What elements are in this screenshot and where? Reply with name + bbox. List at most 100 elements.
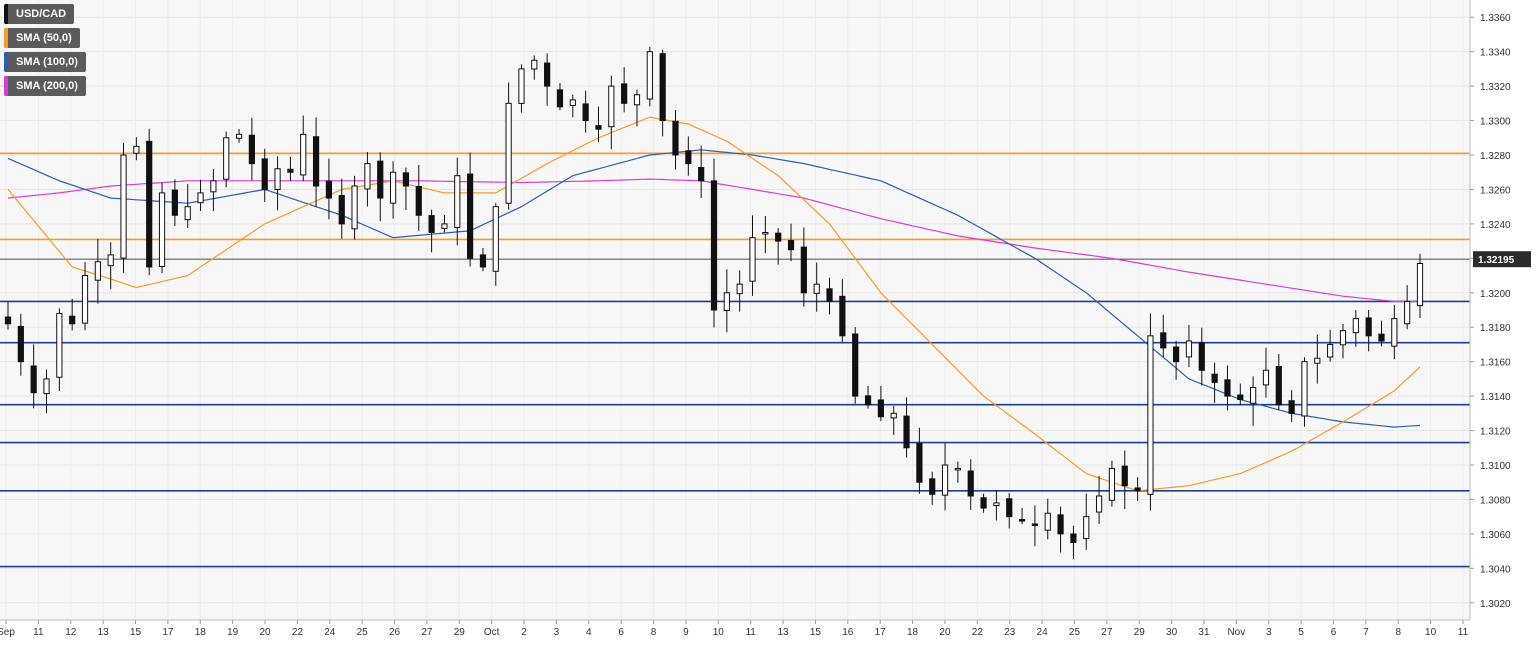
x-tick-label: 9 xyxy=(683,627,689,638)
candle-up xyxy=(1185,340,1193,358)
x-tick-label: 3 xyxy=(1266,627,1272,638)
candle-up xyxy=(133,145,140,154)
candle-down xyxy=(17,325,24,363)
x-tick-label: 13 xyxy=(98,627,110,638)
x-tick-label: 8 xyxy=(651,627,657,638)
candle-down xyxy=(544,62,551,87)
x-tick-label: 25 xyxy=(357,627,369,638)
y-tick-label: 1.3100 xyxy=(1480,461,1511,472)
candle-down xyxy=(582,103,589,122)
y-tick-label: 1.3340 xyxy=(1480,48,1511,59)
candle-up xyxy=(941,464,949,496)
legend-swatch xyxy=(4,28,8,48)
candle-down xyxy=(980,497,987,509)
candle-down xyxy=(1018,519,1026,522)
legend-item[interactable]: SMA (200,0) xyxy=(4,76,86,96)
y-tick-label: 1.3080 xyxy=(1480,495,1511,506)
candle-down xyxy=(685,150,692,165)
candle-down xyxy=(338,194,345,225)
candle-up xyxy=(1301,361,1308,417)
candle-down xyxy=(826,288,833,302)
x-tick-label: 26 xyxy=(389,627,401,638)
candle-down xyxy=(1288,400,1295,414)
x-tick-label: 17 xyxy=(162,627,174,638)
candle-up xyxy=(749,237,756,282)
legend-item[interactable]: SMA (100,0) xyxy=(4,52,86,72)
x-tick-label: 22 xyxy=(292,627,304,638)
candle-up xyxy=(1044,512,1051,531)
candle-up xyxy=(120,154,127,259)
candle-down xyxy=(467,173,474,259)
candle-down xyxy=(595,125,602,130)
candle-down xyxy=(787,240,795,251)
candle-up xyxy=(441,223,448,229)
candle-up xyxy=(1416,263,1424,307)
x-tick-label: 24 xyxy=(1037,627,1049,638)
current-price-box xyxy=(1473,251,1531,268)
candle-up xyxy=(993,502,1000,507)
y-tick-label: 1.3240 xyxy=(1480,220,1511,231)
candle-down xyxy=(415,185,422,216)
x-tick-label: 6 xyxy=(1331,627,1337,638)
x-tick-label: 24 xyxy=(324,627,336,638)
candle-up xyxy=(235,133,243,139)
candle-up xyxy=(1108,467,1116,501)
candle-down xyxy=(659,53,666,122)
legend-swatch xyxy=(4,52,8,72)
candle-down xyxy=(287,168,294,173)
legend-item[interactable]: USD/CAD xyxy=(4,4,75,24)
candle-up xyxy=(274,168,281,190)
x-tick-label: 15 xyxy=(130,627,142,638)
candle-up xyxy=(158,192,166,267)
candle-down xyxy=(171,189,178,216)
legend-label: SMA (200,0) xyxy=(16,80,78,92)
candle-down xyxy=(672,120,679,156)
candle-down xyxy=(4,316,12,325)
legend-label: USD/CAD xyxy=(16,8,67,20)
candle-down xyxy=(877,399,884,418)
candle-up xyxy=(633,94,641,106)
candle-up xyxy=(210,180,217,193)
x-tick-label: 3 xyxy=(554,627,560,638)
x-tick-label: 8 xyxy=(1395,627,1401,638)
x-tick-label: 18 xyxy=(195,627,207,638)
x-tick-label: 31 xyxy=(1198,627,1210,638)
candle-up xyxy=(351,185,358,230)
y-tick-label: 1.3300 xyxy=(1480,117,1511,128)
candle-down xyxy=(1237,394,1244,401)
x-tick-label: 12 xyxy=(65,627,77,638)
x-tick-label: Oct xyxy=(484,627,500,638)
x-tick-label: Nov xyxy=(1227,627,1245,638)
legend: USD/CAD SMA (50,0) SMA (100,0) SMA (200,0) xyxy=(4,4,86,96)
candle-up xyxy=(364,163,371,190)
candle-up xyxy=(736,283,743,295)
y-tick-label: 1.3360 xyxy=(1480,13,1511,24)
x-tick-label: 7 xyxy=(1363,627,1369,638)
candle-up xyxy=(1404,300,1411,325)
candle-down xyxy=(967,470,974,497)
candle-up xyxy=(184,206,191,221)
x-tick-label: 2 xyxy=(521,627,527,638)
candle-up xyxy=(300,133,307,176)
candle-up xyxy=(1083,516,1090,540)
candle-up xyxy=(813,283,820,294)
y-tick-label: 1.3060 xyxy=(1480,530,1511,541)
y-tick-label: 1.3260 xyxy=(1480,185,1511,196)
candle-down xyxy=(402,172,410,187)
legend-item[interactable]: SMA (50,0) xyxy=(4,28,80,48)
x-tick-label: 19 xyxy=(227,627,239,638)
x-tick-label: Sep xyxy=(0,627,15,638)
candle-down xyxy=(775,232,782,242)
candle-down xyxy=(146,140,153,268)
current-price-label: 1.32195 xyxy=(1478,255,1515,266)
candle-up xyxy=(454,175,461,228)
candle-down xyxy=(1211,373,1218,383)
candle-down xyxy=(839,295,846,337)
x-tick-label: 27 xyxy=(1101,627,1113,638)
x-tick-label: 15 xyxy=(810,627,822,638)
x-tick-label: 29 xyxy=(454,627,466,638)
candle-down xyxy=(428,215,435,234)
candle-up xyxy=(1327,343,1334,358)
x-tick-label: 29 xyxy=(1134,627,1146,638)
x-tick-label: 11 xyxy=(1458,627,1469,638)
